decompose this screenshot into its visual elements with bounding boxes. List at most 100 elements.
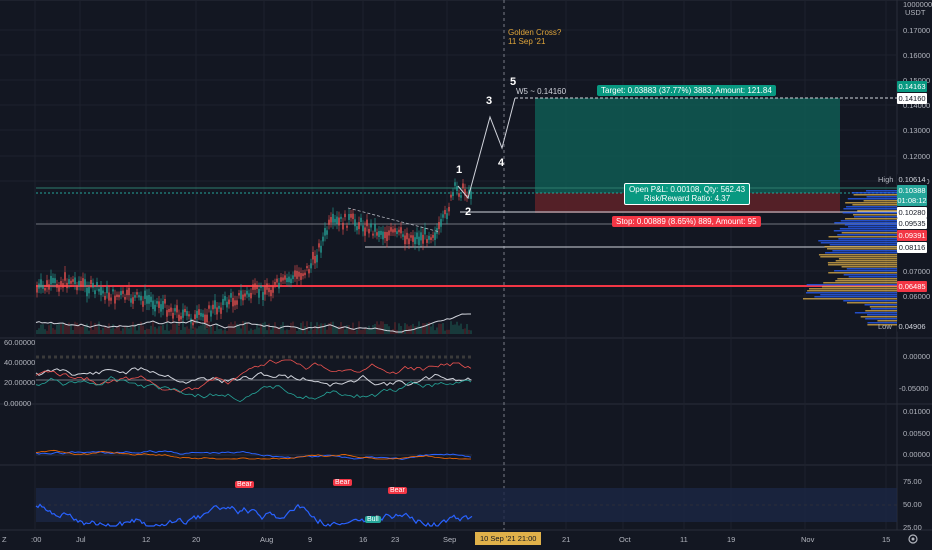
candle-body [238,293,240,296]
volume-profile-bar [846,268,897,270]
volume-bar [144,329,146,334]
candle-body [92,282,94,288]
candle-body [396,231,398,234]
candle-body [178,314,180,321]
settings-icon[interactable] [906,532,926,546]
price-axis-label: 0.16000 [903,51,931,60]
volume-bar [158,326,160,334]
wave-label-4: 4 [498,157,505,169]
volume-bar [174,323,176,334]
volume-bar [298,328,300,334]
volume-bar [294,328,296,334]
volume-bar [384,323,386,334]
candle-body [272,285,274,293]
volume-bar [256,323,258,334]
candle-body [218,305,220,309]
volume-bar [98,321,100,334]
candle-body [66,282,68,289]
volume-bar [344,329,346,334]
candle-body [432,234,434,238]
open-pnl-bubble[interactable]: Open P&L: 0.00108, Qty: 562.43 Risk/Rewa… [624,183,751,205]
candle-body [460,195,462,198]
volume-bar [236,323,238,334]
volume-bar [356,329,358,334]
volume-bar [286,329,288,334]
candle-body [438,221,440,230]
volume-bar [160,325,162,334]
volume-bar [374,323,376,334]
price-axis-label: 0.06000 [903,292,931,301]
volume-bar [426,323,428,334]
candle-body [362,225,364,232]
time-axis-label: 15 [882,535,891,544]
volume-profile-bar [818,254,897,256]
candle-body [176,305,178,313]
candle-body [422,234,424,244]
candle-body [240,290,242,300]
candle-body [102,290,104,294]
volume-bar [226,330,228,334]
volume-bar [238,325,240,334]
candle-body [96,281,98,287]
candle-body [162,301,164,310]
stop-bubble[interactable]: Stop: 0.00889 (8.65%) 889, Amount: 95 [612,216,761,227]
volume-bar [248,330,250,334]
candle-body [402,234,404,237]
crosshair-time-label: 10 Sep '21 21:00 [475,532,542,545]
candle-body [336,216,338,224]
price-badge-caption: High [878,175,894,184]
candle-body [308,269,310,274]
currency-label: 1000000 [903,0,932,9]
candle-body [268,287,270,293]
candle-body [366,219,368,227]
pane2-left-label: 40.00000 [4,358,36,367]
volume-bar [290,322,292,334]
target-bubble[interactable]: Target: 0.03883 (37.77%) 3883, Amount: 1… [597,85,776,96]
candle-body [414,237,416,245]
time-axis-label: 21 [562,535,571,544]
candle-body [348,213,350,220]
volume-profile-bar [865,310,897,312]
candle-body [374,223,376,232]
volume-bar [240,328,242,334]
volume-bar [214,330,216,334]
volume-bar [470,330,472,334]
volume-profile-bar [841,232,897,234]
candle-body [48,284,50,290]
candle-body [168,308,170,313]
volume-bar [64,323,66,334]
volume-bar [450,321,452,334]
volume-bar [88,330,90,334]
candle-body [134,295,136,298]
volume-profile-bar [865,318,897,320]
candle-body [394,228,396,233]
candle-body [464,189,466,196]
volume-bar [350,328,352,334]
candle-body [326,230,328,235]
candle-body [416,232,418,240]
volume-bar [376,321,378,334]
volume-bar [246,322,248,334]
time-axis-label: Oct [619,535,631,544]
candle-body [124,297,126,300]
price-axis-label: 0.07000 [903,267,931,276]
volume-bar [322,323,324,334]
volume-bar [204,322,206,334]
volume-bar [62,322,64,334]
volume-bar [428,322,430,334]
volume-bar [170,329,172,334]
volume-bar [100,330,102,334]
volume-bar [210,326,212,334]
volume-bar [188,328,190,334]
volume-bar [94,323,96,334]
volume-bar [74,321,76,334]
candle-body [270,290,272,297]
volume-bar [220,328,222,334]
candle-body [104,295,106,300]
price-badge: 0.14160 [897,93,927,104]
volume-profile-bar [834,270,897,272]
volume-profile-bar [825,252,897,254]
volume-bar [80,326,82,334]
candle-body [442,214,444,218]
